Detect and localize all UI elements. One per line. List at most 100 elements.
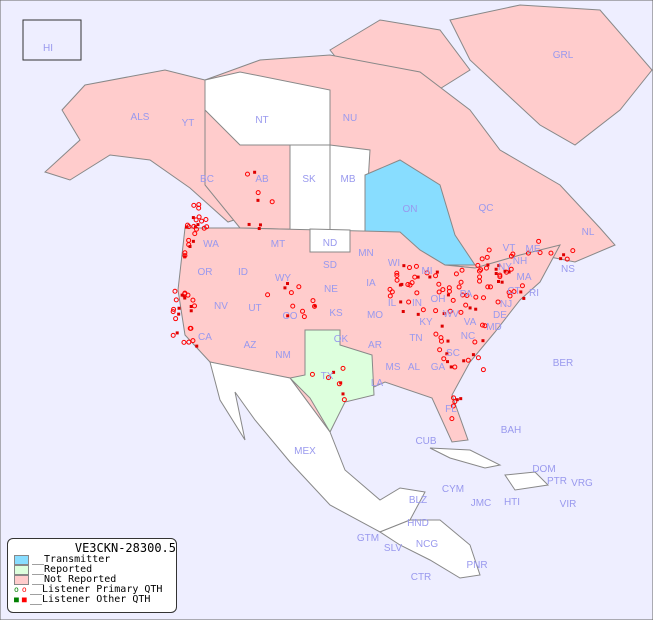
listener-primary-qth-marker bbox=[394, 270, 400, 276]
listener-primary-qth-marker bbox=[414, 290, 420, 296]
listener-other-qth-marker bbox=[446, 293, 450, 297]
region-label-slv: SLV bbox=[384, 543, 402, 554]
listener-other-qth-marker bbox=[177, 312, 181, 316]
listener-primary-qth-marker bbox=[409, 280, 415, 286]
listener-primary-qth-marker bbox=[394, 273, 400, 279]
region-label-wa: WA bbox=[203, 239, 219, 250]
listener-other-qth-marker bbox=[183, 255, 187, 259]
listener-other-qth-marker bbox=[400, 282, 404, 286]
region-label-pa: PA bbox=[460, 289, 473, 300]
listener-primary-qth-marker bbox=[310, 298, 316, 304]
listener-primary-qth-marker bbox=[479, 322, 485, 328]
listener-primary-qth-marker bbox=[519, 283, 525, 289]
listener-other-qth-marker bbox=[459, 397, 463, 401]
region-label-in: IN bbox=[412, 298, 422, 309]
filled-square-icon: ■ ■ bbox=[14, 595, 27, 604]
region-label-mn: MN bbox=[358, 248, 374, 259]
listener-primary-qth-marker bbox=[182, 253, 188, 259]
listener-primary-qth-marker bbox=[437, 347, 443, 353]
listener-other-qth-marker bbox=[428, 275, 432, 279]
listener-primary-qth-marker bbox=[191, 202, 197, 208]
listener-primary-qth-marker bbox=[508, 266, 514, 272]
listener-other-qth-marker bbox=[416, 275, 420, 279]
legend: VE3CKN-28300.5 __Transmitter __Reported … bbox=[7, 538, 177, 613]
region-label-or: OR bbox=[198, 267, 213, 278]
listener-primary-qth-marker bbox=[187, 325, 193, 331]
listener-primary-qth-marker bbox=[185, 222, 191, 228]
region-label-ns: NS bbox=[561, 264, 575, 275]
listener-other-qth-marker bbox=[435, 270, 439, 274]
region-label-sd: SD bbox=[323, 260, 337, 271]
listener-other-qth-marker bbox=[445, 352, 449, 356]
listener-other-qth-marker bbox=[253, 170, 257, 174]
legend-label: __Not Reported bbox=[32, 574, 117, 585]
region-label-oh: OH bbox=[431, 294, 446, 305]
region-label-il: IL bbox=[388, 298, 397, 309]
region-label-sc: SC bbox=[446, 348, 460, 359]
region-label-blz: BLZ bbox=[409, 495, 427, 506]
listener-primary-qth-marker bbox=[300, 308, 306, 314]
listener-other-qth-marker bbox=[462, 359, 466, 363]
listener-primary-qth-marker bbox=[495, 299, 501, 305]
listener-other-qth-marker bbox=[486, 263, 490, 267]
region-label-vt: VT bbox=[503, 243, 516, 254]
listener-primary-qth-marker bbox=[447, 308, 453, 314]
region-label-nm: NM bbox=[275, 350, 291, 361]
listener-primary-qth-marker bbox=[394, 277, 400, 283]
listener-other-qth-marker bbox=[559, 257, 563, 261]
listener-primary-qth-marker bbox=[473, 294, 479, 300]
region-label-cym: CYM bbox=[442, 484, 464, 495]
cuba bbox=[429, 447, 502, 469]
legend-reported: __Reported bbox=[8, 565, 176, 575]
listener-primary-qth-marker bbox=[525, 250, 531, 256]
listener-other-qth-marker bbox=[455, 398, 459, 402]
legend-not-reported: __Not Reported bbox=[8, 575, 176, 585]
listener-primary-qth-marker bbox=[196, 214, 202, 220]
listener-primary-qth-marker bbox=[296, 284, 302, 290]
listener-primary-qth-marker bbox=[192, 303, 198, 309]
listener-other-qth-marker bbox=[474, 307, 478, 311]
listener-other-qth-marker bbox=[416, 312, 420, 316]
listener-other-qth-marker bbox=[440, 324, 444, 328]
listener-other-qth-marker bbox=[256, 198, 260, 202]
listener-primary-qth-marker bbox=[191, 223, 197, 229]
region-label-gtm: GTM bbox=[357, 533, 379, 544]
listener-primary-qth-marker bbox=[436, 289, 442, 295]
region-label-ks: KS bbox=[329, 308, 343, 319]
central-america bbox=[378, 519, 481, 579]
listener-primary-qth-marker bbox=[449, 416, 455, 422]
region-label-co: CO bbox=[283, 311, 298, 322]
listener-primary-qth-marker bbox=[487, 284, 493, 290]
listener-other-qth-marker bbox=[257, 227, 261, 231]
listener-primary-qth-marker bbox=[450, 403, 456, 409]
listener-primary-qth-marker bbox=[244, 171, 250, 177]
region-label-nl: NL bbox=[582, 227, 595, 238]
legend-title: VE3CKN-28300.5 bbox=[74, 541, 176, 555]
region-label-hti: HTI bbox=[504, 497, 520, 508]
listener-other-qth-marker bbox=[519, 290, 523, 294]
listener-other-qth-marker bbox=[500, 280, 504, 284]
listener-primary-qth-marker bbox=[477, 278, 483, 284]
region-label-fl: FL bbox=[445, 404, 457, 415]
region-label-on: ON bbox=[403, 204, 418, 215]
region-label-bah: BAH bbox=[501, 425, 522, 436]
listener-other-qth-marker bbox=[258, 223, 262, 227]
listener-primary-qth-marker bbox=[290, 303, 296, 309]
region-label-yt: YT bbox=[182, 118, 195, 129]
listener-primary-qth-marker bbox=[446, 288, 452, 294]
region-label-ar: AR bbox=[368, 340, 382, 351]
listener-other-qth-marker bbox=[471, 353, 475, 357]
listener-other-qth-marker bbox=[497, 279, 501, 283]
listener-primary-qth-marker bbox=[486, 247, 492, 253]
listener-primary-qth-marker bbox=[548, 250, 554, 256]
listener-primary-qth-marker bbox=[171, 306, 177, 312]
legend-label: __Transmitter bbox=[32, 554, 111, 565]
listener-primary-qth-marker bbox=[182, 250, 188, 256]
listener-other-qth-marker bbox=[468, 306, 472, 310]
legend-label: __Reported bbox=[32, 564, 93, 575]
region-label-al: AL bbox=[408, 362, 421, 373]
listener-other-qth-marker bbox=[522, 296, 526, 300]
listener-other-qth-marker bbox=[442, 312, 446, 316]
region-label-wv: WV bbox=[443, 309, 459, 320]
